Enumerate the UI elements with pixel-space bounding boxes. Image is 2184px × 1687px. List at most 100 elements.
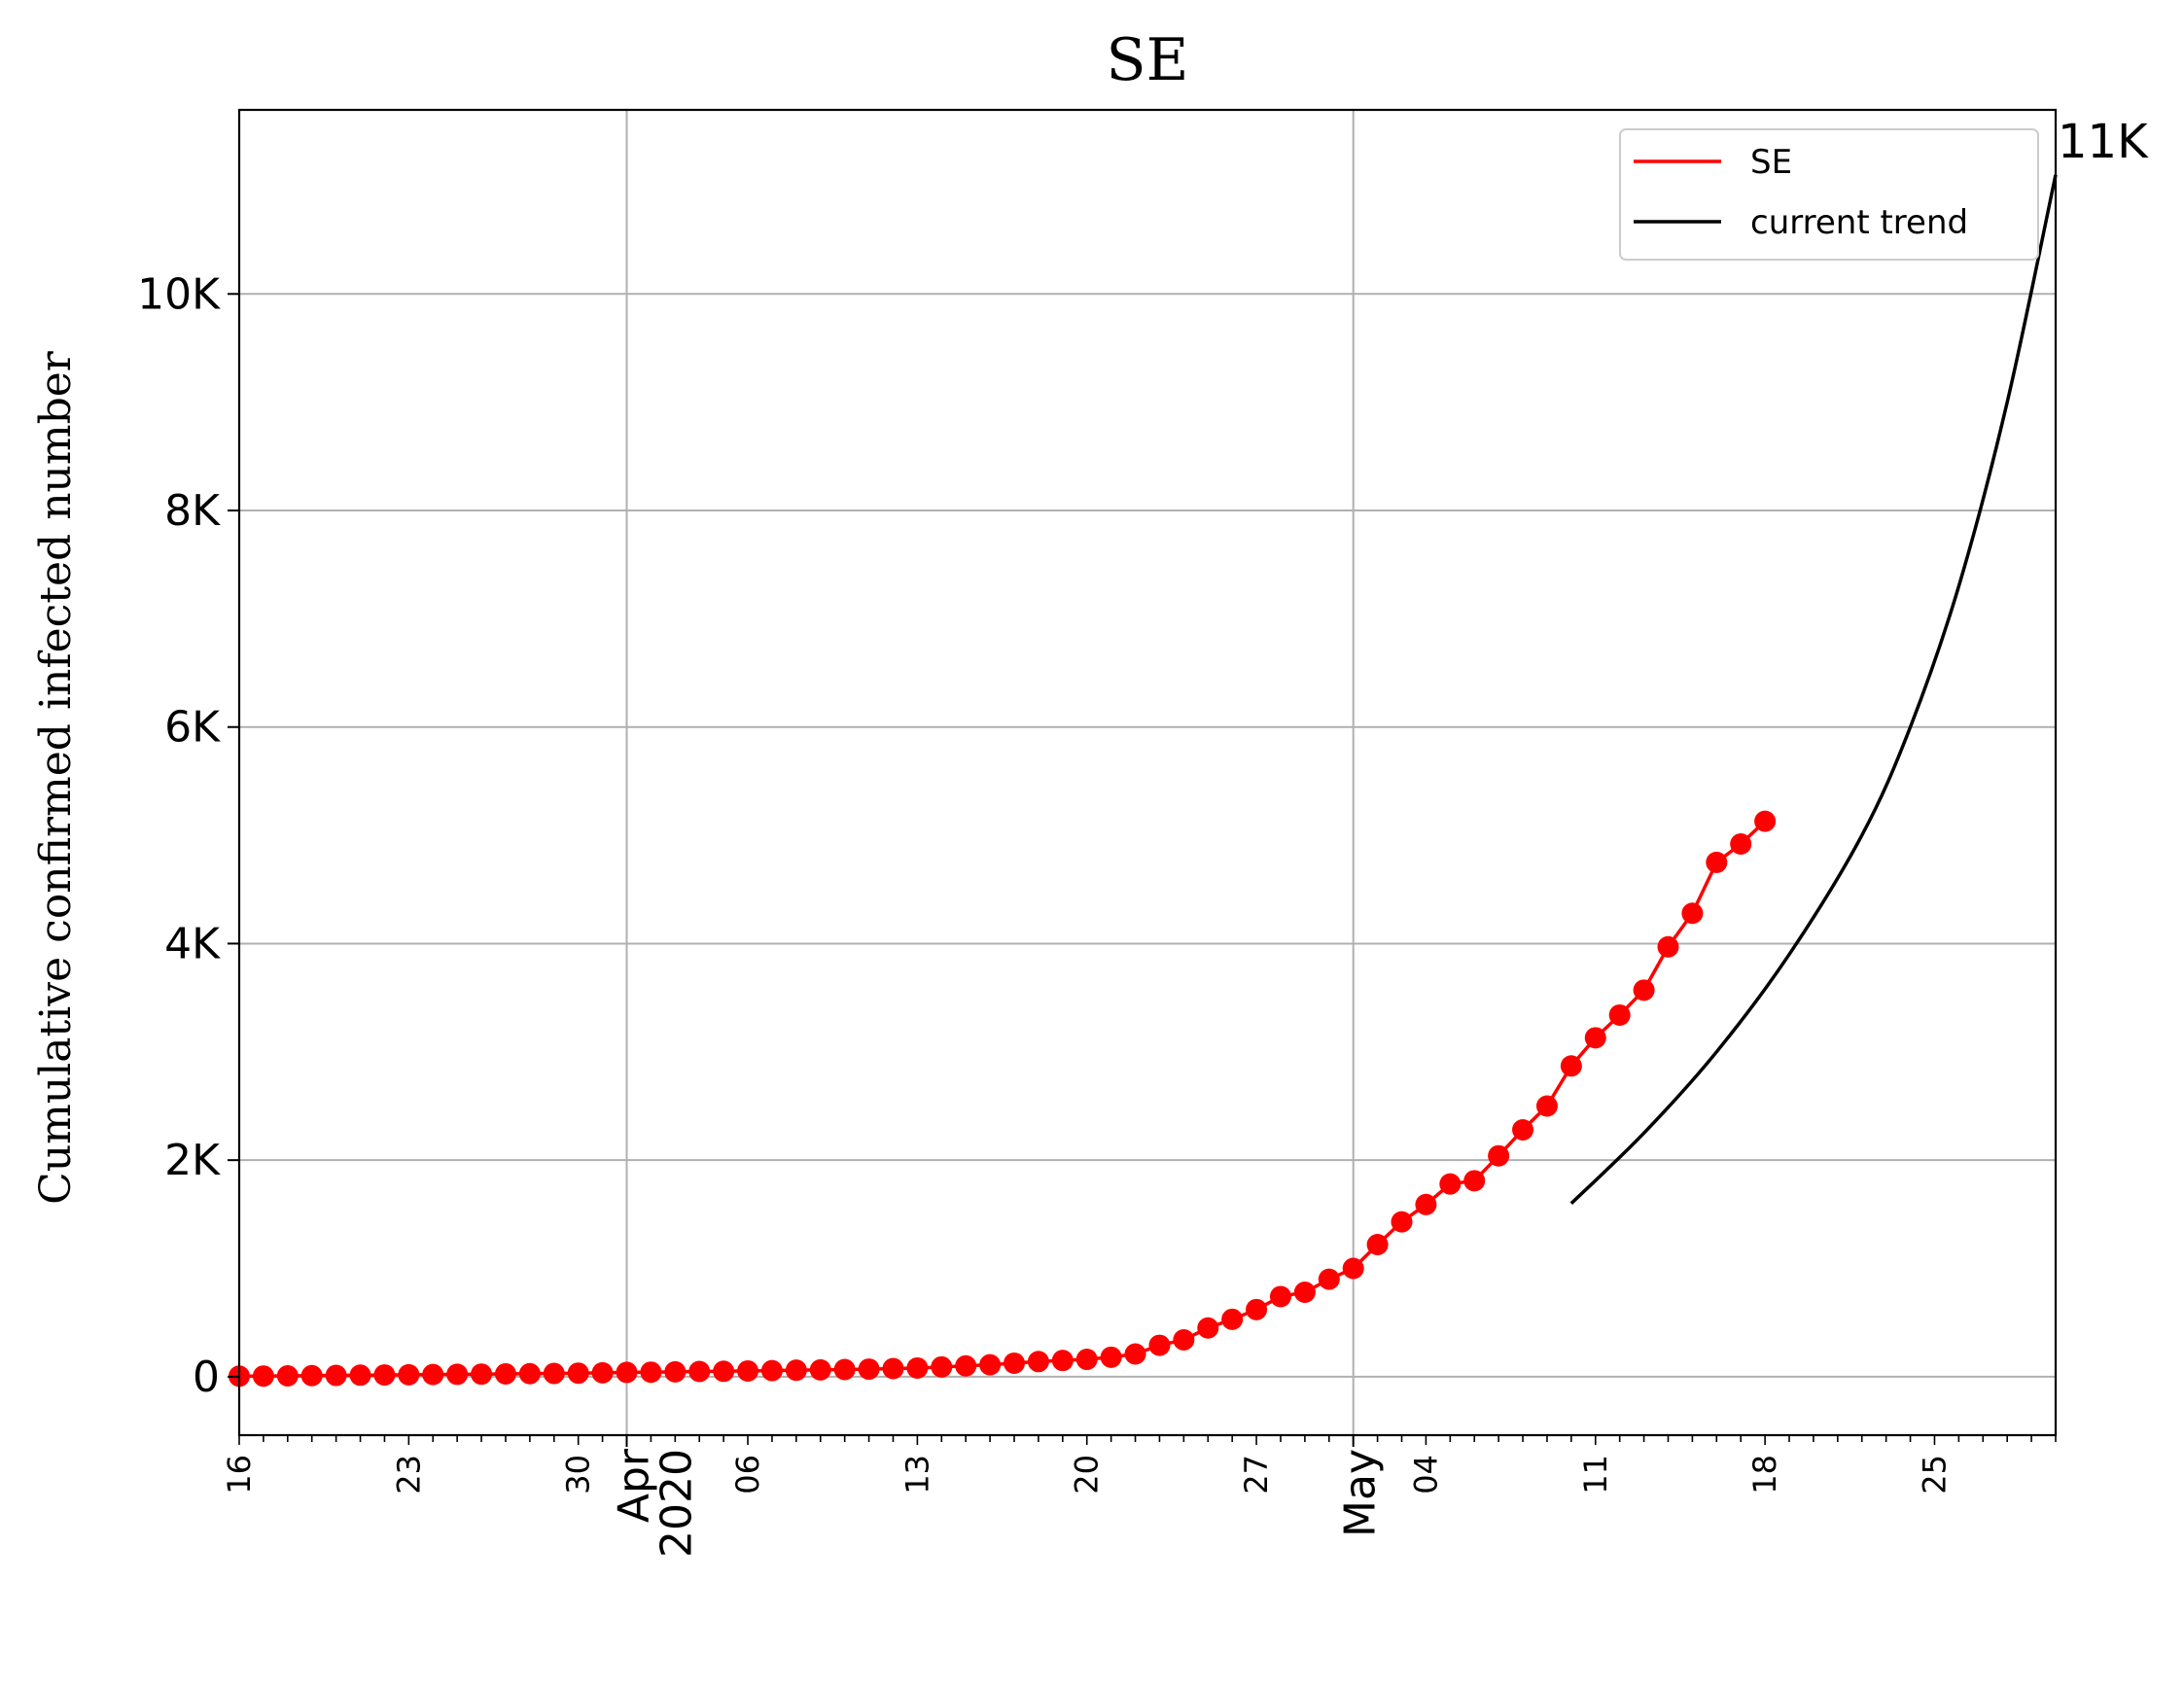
series-point-se: [1124, 1343, 1146, 1365]
series-point-se: [1246, 1298, 1268, 1320]
series-point-se: [1415, 1193, 1437, 1215]
series-line-current-trend: [1569, 174, 2058, 1205]
series-point-se: [300, 1364, 323, 1387]
y-tick-label: 0: [193, 1353, 220, 1402]
series-point-se: [1051, 1350, 1074, 1372]
series-point-se: [1754, 810, 1777, 832]
x-minor-tick-label: 11: [1577, 1455, 1614, 1494]
series-point-se: [1318, 1268, 1340, 1290]
series-point-se: [713, 1360, 735, 1383]
series-point-se: [1439, 1173, 1462, 1195]
x-minor-tick-label: 23: [390, 1455, 427, 1494]
series-point-se: [252, 1365, 274, 1388]
series-point-se: [833, 1358, 856, 1381]
x-minor-tick-label: 27: [1238, 1455, 1275, 1494]
series-point-se: [1342, 1257, 1364, 1280]
series-point-se: [1463, 1170, 1486, 1192]
series-point-se: [1584, 1027, 1606, 1049]
series-point-se: [1608, 1003, 1631, 1026]
x-major-tick-label-line: May: [1336, 1449, 1386, 1537]
series-point-se: [1512, 1118, 1534, 1141]
series-point-se: [785, 1359, 807, 1382]
y-tick-label: 10K: [137, 269, 221, 319]
y-tick-label: 6K: [164, 703, 221, 753]
series-point-se: [349, 1364, 371, 1387]
series-point-se: [858, 1358, 880, 1381]
series-point-se: [1681, 902, 1704, 925]
series-point-se: [398, 1363, 420, 1386]
series-point-se: [1730, 832, 1752, 855]
y-tick-label: 2K: [164, 1136, 221, 1185]
x-minor-tick-label: 06: [729, 1455, 766, 1494]
x-major-tick-label-line: 2020: [652, 1449, 702, 1558]
legend-label-trend: current trend: [1750, 203, 1968, 242]
series-point-se: [1366, 1234, 1389, 1256]
series-point-se: [737, 1359, 759, 1382]
x-major-tick-label: May: [1336, 1449, 1386, 1537]
series-point-se: [1075, 1349, 1098, 1371]
y-tick-label: 4K: [164, 919, 221, 968]
series-point-se: [760, 1359, 783, 1382]
series-point-se: [567, 1362, 589, 1385]
series-point-se: [1391, 1211, 1413, 1233]
series-point-se: [979, 1353, 1002, 1376]
series-point-se: [543, 1362, 565, 1385]
chart-title: SE: [1107, 26, 1189, 94]
series-point-se: [616, 1361, 638, 1384]
series-point-se: [1221, 1308, 1244, 1330]
series-point-se: [1004, 1352, 1026, 1374]
x-minor-tick-label: 13: [898, 1455, 935, 1494]
series-layer: [229, 174, 2058, 1388]
series-point-se: [664, 1360, 687, 1383]
series-point-se: [1706, 851, 1728, 873]
x-minor-tick-label: 25: [1916, 1455, 1953, 1494]
series-point-se: [591, 1361, 614, 1384]
series-point-se: [325, 1364, 347, 1387]
series-point-se: [1100, 1346, 1122, 1368]
x-minor-tick-label: 30: [560, 1455, 597, 1494]
trend-end-label: 11K: [2058, 115, 2149, 169]
plot-frame: [237, 108, 2058, 1437]
series-point-se: [471, 1363, 493, 1386]
x-minor-tick-label: 18: [1746, 1455, 1783, 1494]
series-point-se: [1027, 1351, 1049, 1373]
series-point-se: [906, 1356, 929, 1379]
series-point-se: [422, 1363, 444, 1386]
series-point-se: [1197, 1317, 1219, 1339]
series-point-se: [1173, 1329, 1195, 1352]
legend-box: [1619, 128, 2039, 261]
series-point-se: [1269, 1285, 1291, 1308]
series-point-se: [1633, 979, 1655, 1002]
series-point-se: [1148, 1334, 1171, 1356]
series-point-se: [1293, 1282, 1316, 1304]
series-point-se: [688, 1360, 711, 1383]
x-major-tick-label-line: Apr: [610, 1448, 659, 1523]
x-minor-tick-label: 04: [1407, 1455, 1444, 1494]
grid: [239, 110, 2056, 1435]
x-minor-tick-label: 20: [1069, 1455, 1106, 1494]
series-point-se: [882, 1357, 904, 1380]
series-point-se: [276, 1364, 299, 1387]
series-point-se: [1560, 1055, 1582, 1077]
y-axis: 0 2K 4K 6K 8K 10K: [137, 269, 239, 1402]
legend: SE current trend: [1619, 128, 2039, 261]
series-point-se: [809, 1358, 831, 1381]
series-point-se: [955, 1354, 977, 1377]
series-point-se: [373, 1364, 396, 1387]
series-point-se: [931, 1355, 953, 1378]
series-point-se: [494, 1362, 516, 1385]
series-point-se: [518, 1362, 541, 1385]
y-axis-label: Cumulative confirmed infected number: [31, 350, 81, 1205]
series-point-se: [1488, 1144, 1510, 1167]
series-point-se: [1535, 1095, 1558, 1117]
x-minor-tick-label: 16: [221, 1455, 258, 1494]
series-point-se: [1657, 935, 1679, 958]
series-point-se: [640, 1361, 662, 1384]
legend-label-se: SE: [1750, 143, 1792, 182]
series-line-se: [238, 820, 1767, 1379]
series-point-se: [446, 1363, 469, 1386]
